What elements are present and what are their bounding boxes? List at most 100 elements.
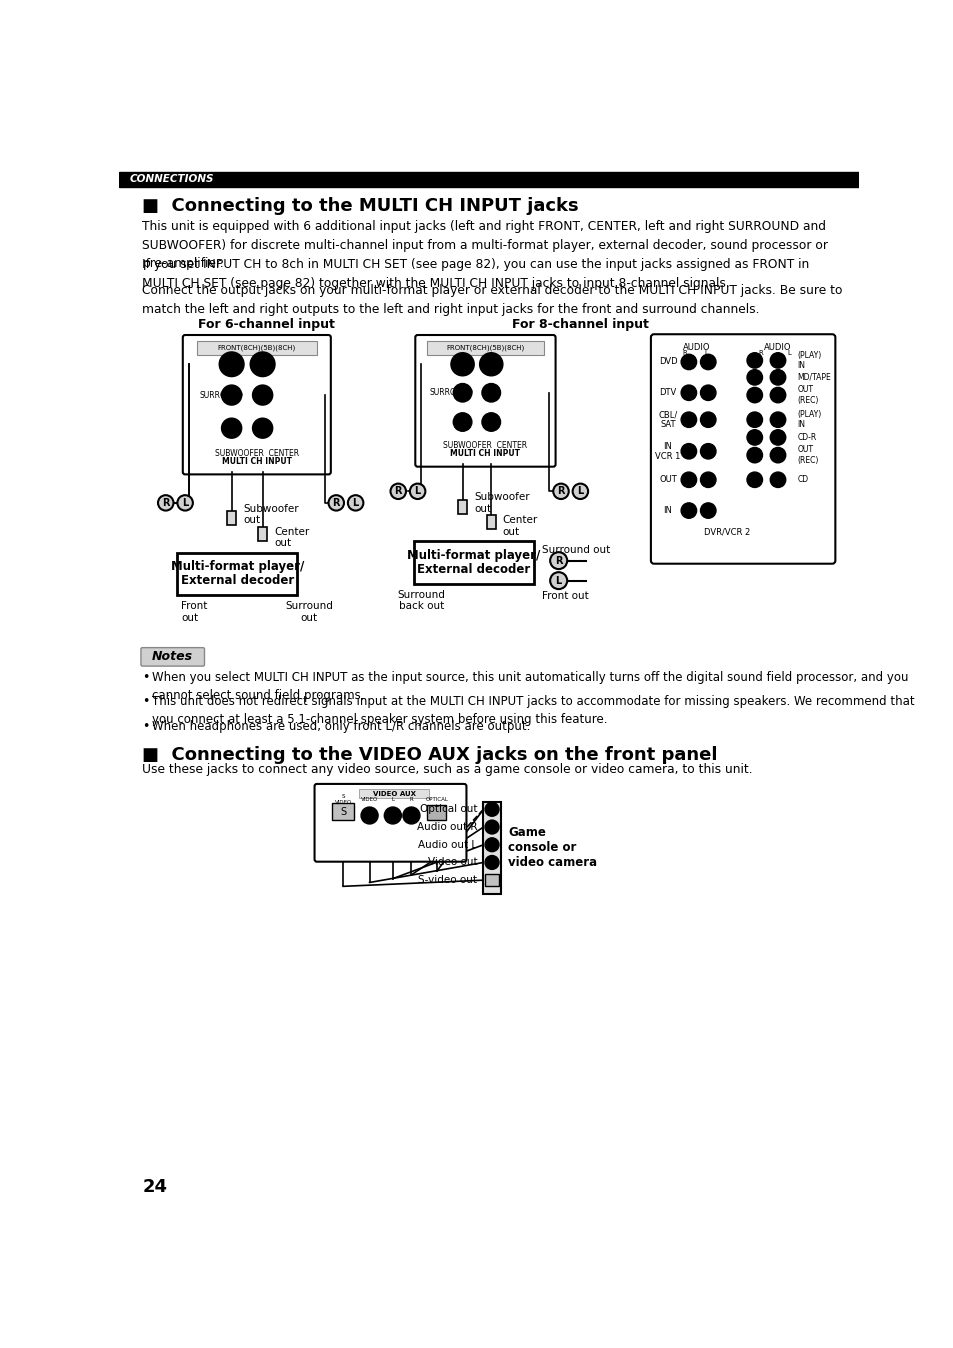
Text: R: R — [395, 487, 401, 496]
Text: Surround out: Surround out — [541, 545, 609, 555]
Circle shape — [773, 450, 781, 460]
Text: Audio out R: Audio out R — [416, 822, 476, 832]
Text: Video out: Video out — [427, 857, 476, 868]
Circle shape — [255, 357, 269, 371]
Circle shape — [228, 360, 235, 368]
Circle shape — [705, 360, 710, 364]
Circle shape — [680, 386, 696, 400]
Circle shape — [451, 353, 474, 376]
Bar — [196, 341, 316, 355]
Text: External decoder: External decoder — [181, 574, 294, 588]
Bar — [359, 789, 429, 798]
Circle shape — [484, 820, 498, 834]
Circle shape — [684, 448, 693, 456]
Circle shape — [703, 448, 712, 456]
Text: Multi-format player/: Multi-format player/ — [171, 561, 304, 573]
Text: L: L — [414, 487, 420, 496]
Circle shape — [686, 360, 691, 364]
Bar — [457, 500, 467, 514]
Circle shape — [703, 507, 712, 515]
Circle shape — [550, 572, 567, 589]
Circle shape — [158, 495, 173, 511]
Circle shape — [219, 352, 244, 376]
Text: For 8-channel input: For 8-channel input — [512, 318, 648, 332]
Circle shape — [769, 369, 785, 386]
Text: SUBWOOFER  CENTER: SUBWOOFER CENTER — [214, 449, 298, 458]
Text: VIDEO AUX: VIDEO AUX — [373, 791, 416, 797]
Circle shape — [360, 807, 377, 824]
Circle shape — [700, 472, 716, 488]
Circle shape — [746, 353, 761, 368]
Circle shape — [680, 412, 696, 427]
Circle shape — [453, 384, 472, 402]
Circle shape — [686, 477, 691, 483]
FancyBboxPatch shape — [415, 336, 555, 466]
Circle shape — [486, 417, 496, 427]
Circle shape — [488, 859, 496, 867]
Circle shape — [750, 356, 759, 365]
Circle shape — [259, 392, 265, 398]
Circle shape — [481, 384, 500, 402]
Text: S-video out: S-video out — [417, 875, 476, 886]
Circle shape — [684, 507, 693, 515]
Circle shape — [456, 359, 469, 371]
Circle shape — [684, 357, 693, 367]
Text: External decoder: External decoder — [416, 562, 530, 576]
Text: L: L — [704, 350, 708, 356]
Text: Front
out: Front out — [181, 601, 208, 623]
Circle shape — [384, 807, 401, 824]
Circle shape — [752, 392, 757, 398]
Bar — [427, 341, 543, 355]
Circle shape — [703, 415, 712, 423]
Text: Subwoofer
out: Subwoofer out — [243, 504, 298, 526]
Text: SURROUND: SURROUND — [199, 391, 243, 399]
Circle shape — [769, 448, 785, 462]
Text: L: L — [787, 350, 791, 356]
Circle shape — [703, 476, 712, 484]
Circle shape — [769, 472, 785, 488]
Circle shape — [700, 386, 716, 400]
Circle shape — [410, 484, 425, 499]
Circle shape — [390, 484, 406, 499]
FancyBboxPatch shape — [314, 785, 466, 861]
Text: R: R — [162, 497, 170, 508]
Circle shape — [773, 476, 781, 484]
Circle shape — [746, 387, 761, 403]
Circle shape — [752, 359, 757, 363]
Circle shape — [550, 553, 567, 569]
Circle shape — [221, 418, 241, 438]
Circle shape — [484, 802, 498, 817]
FancyBboxPatch shape — [183, 336, 331, 474]
Circle shape — [486, 388, 496, 398]
Text: SUBWOOFER  CENTER: SUBWOOFER CENTER — [443, 441, 527, 450]
Circle shape — [226, 423, 237, 434]
Bar — [332, 803, 354, 820]
Circle shape — [328, 495, 344, 511]
Text: When headphones are used, only front L/R channels are output.: When headphones are used, only front L/R… — [152, 720, 530, 733]
Circle shape — [484, 838, 498, 852]
Text: AUDIO: AUDIO — [682, 344, 710, 352]
Text: MULTI CH INPUT: MULTI CH INPUT — [222, 457, 292, 465]
Circle shape — [479, 353, 502, 376]
Circle shape — [700, 443, 716, 458]
Text: FRONT(8CH)(5B)(8CH): FRONT(8CH)(5B)(8CH) — [217, 344, 295, 350]
Text: R: R — [333, 497, 339, 508]
Circle shape — [177, 495, 193, 511]
Circle shape — [680, 472, 696, 488]
Circle shape — [406, 811, 416, 820]
Circle shape — [746, 412, 761, 427]
Circle shape — [700, 412, 716, 427]
Circle shape — [484, 359, 497, 371]
Circle shape — [488, 390, 494, 395]
Circle shape — [775, 418, 780, 422]
Text: Audio out L: Audio out L — [417, 840, 476, 849]
Circle shape — [705, 418, 710, 422]
Text: R: R — [409, 797, 413, 802]
Circle shape — [773, 415, 781, 423]
Circle shape — [750, 391, 759, 399]
Circle shape — [490, 860, 494, 864]
Text: R: R — [555, 555, 562, 566]
Bar — [414, 542, 534, 584]
Circle shape — [250, 352, 274, 376]
Circle shape — [705, 449, 710, 453]
